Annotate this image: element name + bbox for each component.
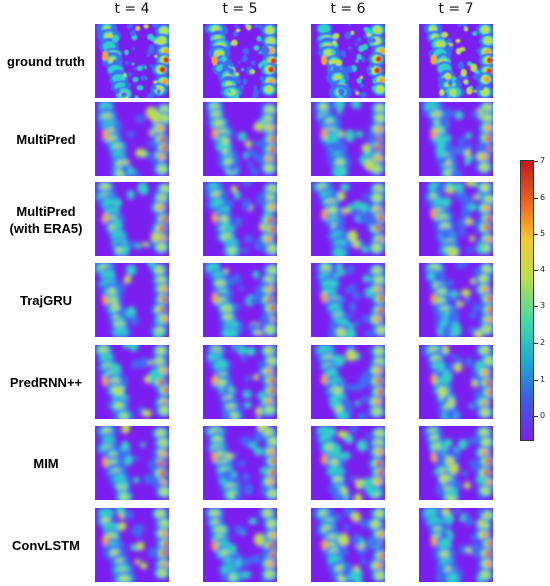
row-label-6: ConvLSTM [12, 538, 80, 553]
row-label-1: MultiPred [16, 132, 76, 147]
row-label-0: ground truth [7, 54, 85, 69]
colorbar [520, 160, 534, 441]
column-title-t5: t = 5 [222, 1, 258, 17]
column-title-t7: t = 7 [438, 1, 474, 17]
colorbar-tick-1 [534, 380, 538, 381]
forecast-tile-row3-t5 [203, 263, 277, 337]
forecast-tile-row5-t5 [203, 426, 277, 500]
forecast-tile-row1-t5 [203, 102, 277, 176]
colorbar-tick-6 [534, 198, 538, 199]
colorbar-tick-7 [534, 161, 538, 162]
forecast-tile-row6-t7 [419, 508, 493, 582]
forecast-tile-row5-t7 [419, 426, 493, 500]
row-label-2: MultiPred (with ERA5) [9, 204, 83, 236]
colorbar-tick-label-4: 4 [540, 265, 546, 274]
forecast-tile-row0-t6 [311, 24, 385, 98]
forecast-tile-row6-t6 [311, 508, 385, 582]
forecast-tile-row1-t7 [419, 102, 493, 176]
forecast-tile-row2-t4 [95, 182, 169, 256]
colorbar-tick-label-1: 1 [540, 375, 546, 384]
forecast-tile-row3-t6 [311, 263, 385, 337]
row-label-3: TrajGRU [19, 293, 72, 308]
colorbar-tick-5 [534, 234, 538, 235]
row-label-4: PredRNN++ [9, 375, 83, 390]
forecast-tile-row4-t4 [95, 345, 169, 419]
column-title-t4: t = 4 [114, 1, 150, 17]
forecast-tile-row5-t6 [311, 426, 385, 500]
colorbar-tick-label-6: 6 [540, 193, 546, 202]
colorbar-tick-label-0: 0 [540, 411, 546, 420]
forecast-tile-row2-t6 [311, 182, 385, 256]
forecast-tile-row5-t4 [95, 426, 169, 500]
forecast-tile-row2-t7 [419, 182, 493, 256]
forecast-tile-row4-t7 [419, 345, 493, 419]
row-label-5: MIM [33, 456, 59, 471]
forecast-tile-row0-t7 [419, 24, 493, 98]
column-title-t6: t = 6 [330, 1, 366, 17]
forecast-tile-row1-t6 [311, 102, 385, 176]
forecast-tile-row0-t4 [95, 24, 169, 98]
colorbar-tick-label-2: 2 [540, 338, 546, 347]
forecast-tile-row1-t4 [95, 102, 169, 176]
forecast-tile-row4-t6 [311, 345, 385, 419]
colorbar-tick-2 [534, 343, 538, 344]
forecast-tile-row2-t5 [203, 182, 277, 256]
forecast-tile-row4-t5 [203, 345, 277, 419]
forecast-tile-row3-t7 [419, 263, 493, 337]
colorbar-tick-4 [534, 270, 538, 271]
colorbar-tick-3 [534, 306, 538, 307]
forecast-tile-row6-t5 [203, 508, 277, 582]
colorbar-tick-label-7: 7 [540, 156, 546, 165]
colorbar-tick-0 [534, 416, 538, 417]
colorbar-tick-label-3: 3 [540, 301, 546, 310]
colorbar-tick-label-5: 5 [540, 229, 546, 238]
forecast-tile-row0-t5 [203, 24, 277, 98]
forecast-tile-row6-t4 [95, 508, 169, 582]
forecast-tile-row3-t4 [95, 263, 169, 337]
